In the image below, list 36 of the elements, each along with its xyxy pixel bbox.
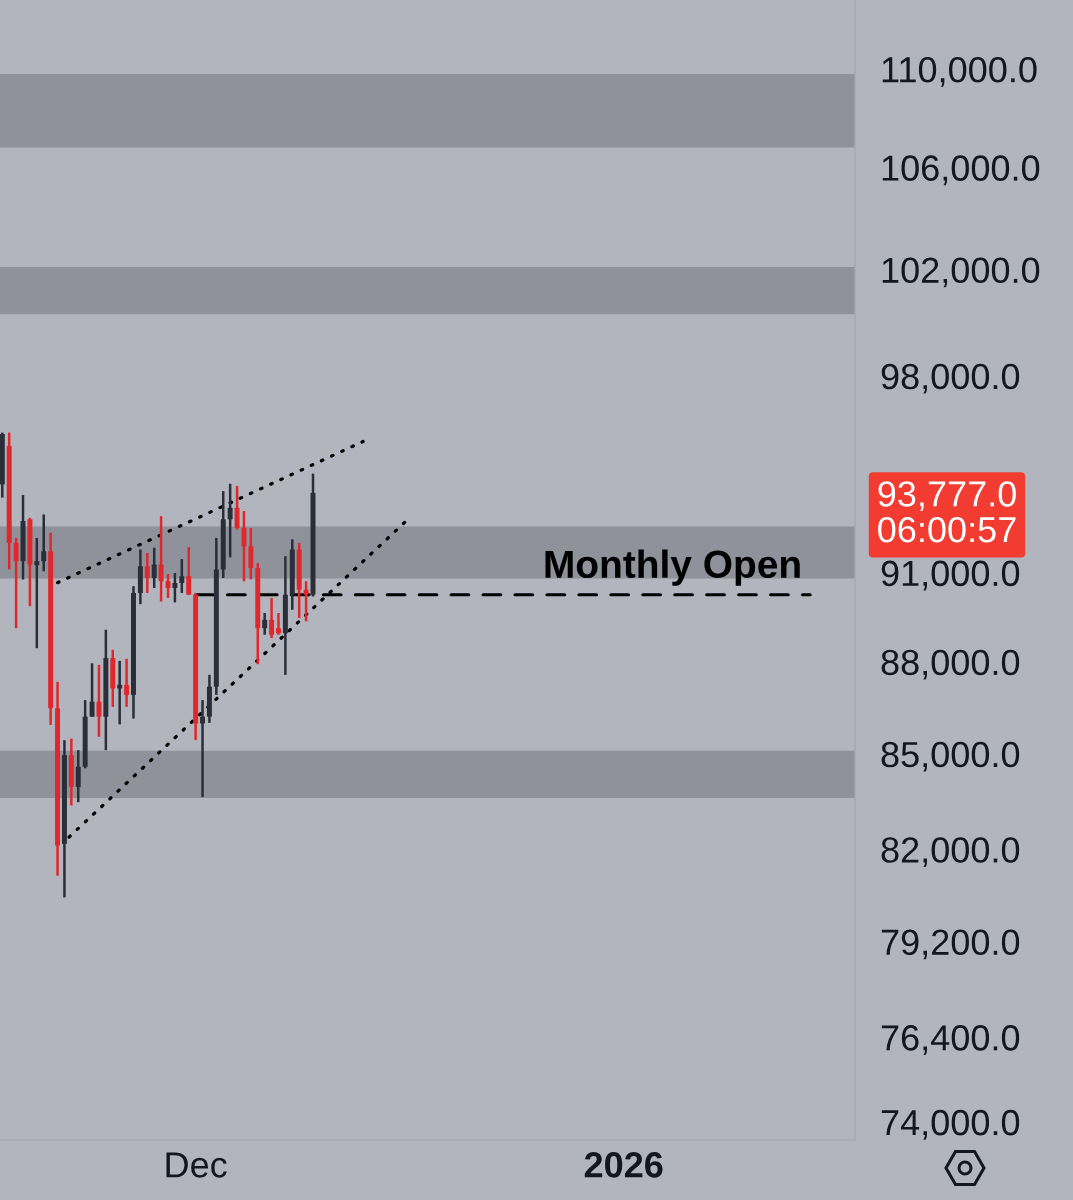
candlestick bbox=[172, 571, 178, 604]
candlestick bbox=[41, 513, 47, 573]
y-tick-label: 88,000.0 bbox=[881, 649, 1020, 680]
candlestick bbox=[303, 579, 309, 623]
y-tick-label: 106,000.0 bbox=[882, 155, 1040, 186]
candlestick bbox=[124, 657, 130, 709]
text: 93,777.0 06:00:57 bbox=[878, 481, 1016, 543]
y-tick-label: 98,000.0 bbox=[881, 363, 1020, 394]
y-tick-label: 91,000.0 bbox=[881, 560, 1020, 591]
y-tick-label: 110,000.0 bbox=[882, 56, 1037, 87]
y-tick-label: 79,200.0 bbox=[881, 929, 1020, 960]
candlestick bbox=[144, 551, 150, 595]
x-tick-label: 2026 bbox=[584, 1152, 663, 1178]
candlestick bbox=[13, 536, 19, 630]
candlestick bbox=[269, 596, 275, 640]
y-tick-label: 85,000.0 bbox=[881, 741, 1020, 772]
candlestick bbox=[186, 545, 192, 596]
candlestick bbox=[34, 536, 40, 650]
candlestick bbox=[179, 557, 185, 595]
y-tick-label: 76,400.0 bbox=[881, 1025, 1020, 1055]
candlestick bbox=[89, 662, 95, 718]
candlestick bbox=[227, 482, 233, 559]
x-tick-label: Dec bbox=[166, 1152, 227, 1178]
y-tick-label: 74,000.0 bbox=[881, 1109, 1020, 1140]
candlestick bbox=[262, 611, 268, 637]
candlestick bbox=[234, 484, 240, 531]
y-tick-label: 82,000.0 bbox=[881, 837, 1020, 868]
candlestick bbox=[151, 546, 157, 590]
candlestick bbox=[275, 611, 281, 637]
candlestick bbox=[96, 663, 102, 739]
y-tick-label: 102,000.0 bbox=[882, 257, 1040, 288]
candlestick bbox=[75, 748, 81, 804]
series-label: Monthly Open bbox=[545, 549, 800, 586]
candlestick bbox=[241, 509, 247, 583]
candlestick bbox=[158, 514, 164, 603]
candlestick bbox=[248, 526, 254, 581]
